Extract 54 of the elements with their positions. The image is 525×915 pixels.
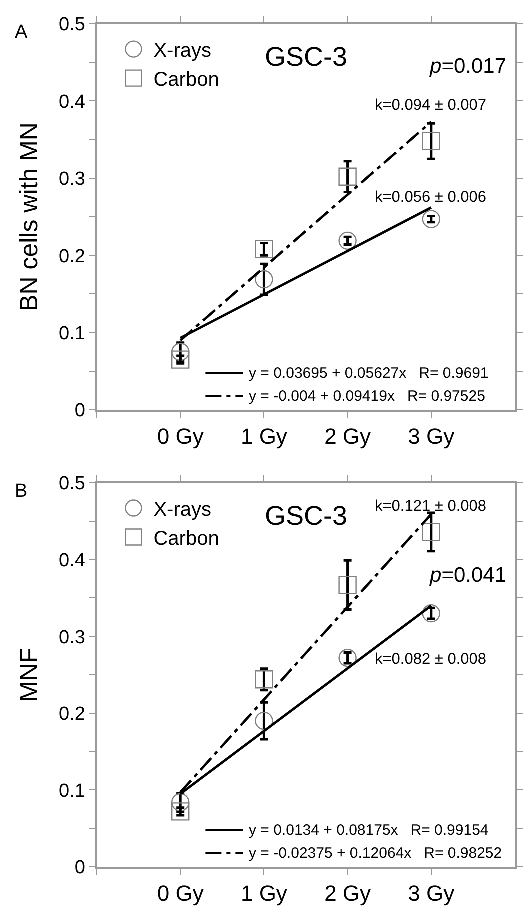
y-tick-label: 0.2 <box>59 246 86 268</box>
y-tick-label: 0.4 <box>59 92 86 113</box>
x-tick-label: 3 Gy <box>408 424 455 450</box>
y-tick-label: 0.5 <box>59 14 86 36</box>
point <box>422 523 440 542</box>
y-tick-label: 0 <box>74 858 86 879</box>
annotation: p=0.017 <box>429 55 507 78</box>
y-axis-title: BN cells with MN <box>15 122 44 312</box>
x-tick-label: 1 Gy <box>240 881 288 906</box>
point <box>338 576 357 594</box>
legend-label: Carbon <box>154 528 220 550</box>
y-tick-label: 0.5 <box>59 474 86 495</box>
y-tick-label: 0.4 <box>59 550 86 572</box>
x-tick-label: 2 Gy <box>324 424 372 450</box>
point <box>255 240 274 259</box>
point <box>255 670 274 689</box>
point <box>172 350 190 369</box>
legend-label: Carbon <box>154 69 220 92</box>
point <box>172 802 190 821</box>
point <box>422 132 440 150</box>
point <box>338 649 357 668</box>
y-tick-label: 0.1 <box>59 323 86 344</box>
y-tick-label: 0 <box>74 400 86 422</box>
x-tick-label: 2 Gy <box>324 881 372 906</box>
annotation: y = 0.03695 + 0.05627x R= 0.9691 <box>249 365 489 382</box>
point <box>338 232 357 250</box>
annotation: y = 0.0134 + 0.08175x R= 0.99154 <box>249 822 489 839</box>
text: GSC-3 <box>265 501 348 531</box>
point <box>422 604 440 623</box>
point <box>422 210 440 228</box>
annotation: k=0.082 ± 0.008 <box>375 651 486 668</box>
annotation: k=0.056 ± 0.006 <box>375 189 486 206</box>
point <box>172 343 190 362</box>
x-tick-label: 0 Gy <box>157 881 204 906</box>
x-tick-label: 0 Gy <box>157 424 204 450</box>
annotation: p=0.041 <box>429 564 507 587</box>
legend-label: X-rays <box>154 40 212 62</box>
point <box>255 270 274 289</box>
x-tick-label: 1 Gy <box>240 424 288 450</box>
y-tick-label: 0.3 <box>59 627 86 648</box>
text: GSC-3 <box>265 42 348 72</box>
y-tick-label: 0.2 <box>59 704 86 726</box>
text: B <box>15 481 28 502</box>
legend-label: X-rays <box>154 499 212 522</box>
annotation: k=0.121 ± 0.008 <box>375 498 486 515</box>
point <box>338 168 357 186</box>
y-axis-title: MNF <box>15 648 44 702</box>
annotation: y = -0.02375 + 0.12064x R= 0.98252 <box>249 845 502 862</box>
annotation: k=0.094 ± 0.007 <box>375 97 486 114</box>
y-tick-label: 0.3 <box>59 169 86 190</box>
text: A <box>15 22 28 43</box>
y-tick-label: 0.1 <box>59 780 86 802</box>
annotation: y = -0.004 + 0.09419x R= 0.97525 <box>249 388 486 405</box>
x-tick-label: 3 Gy <box>408 881 455 906</box>
